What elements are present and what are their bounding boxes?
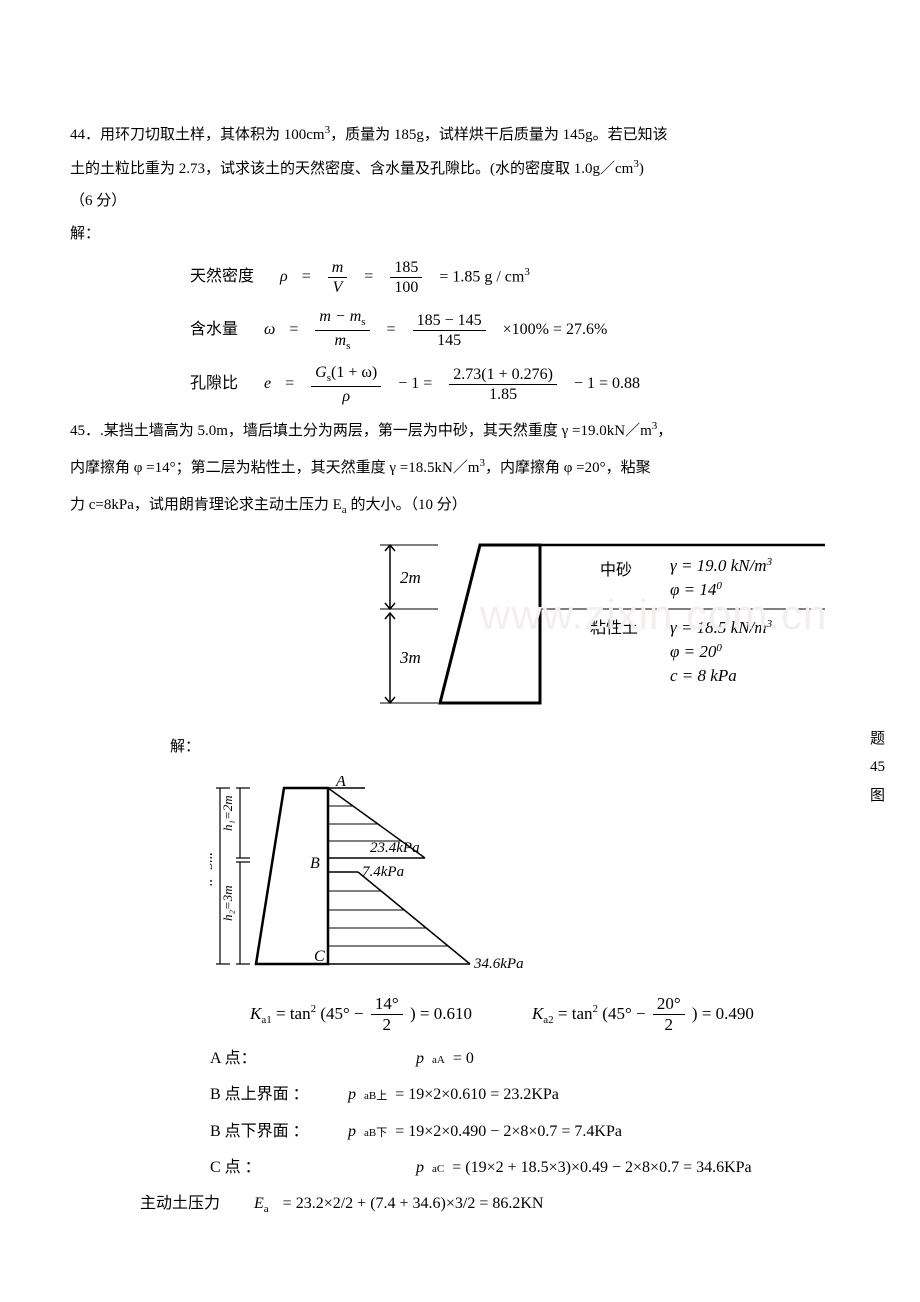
q45-pressure-diagram: h=5m h₁=2m h₂=3m A B C 23.4kPa	[210, 776, 850, 987]
q44-prompt-line1: 44．用环刀切取土样，其体积为 100cm3，质量为 185g，试样烘干后质量为…	[70, 120, 850, 150]
layer2-label: 粘性土	[590, 619, 638, 637]
q45-line3: 力 c=8kPa，试用朗肯理论求主动土压力 Ea 的大小。（10 分）	[70, 491, 850, 521]
q45-caption: 题 45 图	[870, 725, 885, 811]
q44-density-formula: 天然密度 ρ = mV = 185100 = 1.85 g / cm3	[190, 258, 850, 297]
void-label: 孔隙比	[190, 369, 238, 399]
density-var: ρ	[280, 262, 288, 292]
q44-void-formula: 孔隙比 e = Gs(1 + ω) ρ − 1 = 2.73(1 + 0.276…	[190, 363, 850, 406]
q45-solution-label: 解：	[170, 733, 850, 762]
pt-B: B	[310, 855, 320, 872]
pt-C: C	[314, 948, 325, 965]
val-B-dn: 7.4kPa	[362, 864, 404, 880]
pt-C-line: C 点 ： paC = (19×2 + 18.5×3)×0.49 − 2×8×0…	[210, 1153, 850, 1183]
q44-points: （6 分）	[70, 187, 850, 216]
layer2-gamma: γ = 18.5 kN/m3	[670, 618, 773, 637]
q44-water-formula: 含水量 ω = m − ms ms = 185 − 145145 ×100% =…	[190, 307, 850, 353]
q45-layer-diagram: www.zixin.com.cn 2m 3m 中砂 γ = 19.0 kN/m3…	[370, 535, 850, 726]
q45-line1: 45．.某挡土墙高为 5.0m，墙后填土分为两层，第一层为中砂，其天然重度 γ …	[70, 416, 850, 446]
water-var: ω	[264, 315, 275, 345]
dim-h2: h₂=3m	[220, 885, 235, 921]
water-label: 含水量	[190, 315, 238, 345]
pt-Bup-line: B 点上界面 ： paB上 = 19×2×0.610 = 23.2KPa	[210, 1080, 850, 1110]
pt-A: A	[335, 776, 346, 790]
dim-3m: 3m	[399, 648, 421, 667]
pt-Bdn-line: B 点下界面 ： paB下 = 19×2×0.490 − 2×8×0.7 = 7…	[210, 1117, 850, 1147]
density-label: 天然密度	[190, 262, 254, 292]
val-C: 34.6kPa	[473, 956, 524, 972]
q44-prompt-line2: 土的土粒比重为 2.73，试求该土的天然密度、含水量及孔隙比。(水的密度取 1.…	[70, 154, 850, 184]
dim-h-total: h=5m	[210, 852, 216, 886]
q45-line2: 内摩擦角 φ =14°；第二层为粘性土，其天然重度 γ =18.5kN／m3，内…	[70, 453, 850, 483]
val-B-up: 23.4kPa	[370, 840, 420, 856]
ea-line: 主动土压力 Ea = 23.2×2/2 + (7.4 + 34.6)×3/2 =…	[140, 1189, 850, 1220]
layer1-label: 中砂	[600, 561, 632, 579]
dim-h1: h₁=2m	[220, 795, 235, 831]
q44-text1: 44．用环刀切取土样，其体积为 100cm	[70, 127, 325, 143]
q44-text2: ，质量为 185g，试样烘干后质量为 145g。若已知该	[330, 127, 668, 143]
q44-solution-label: 解：	[70, 220, 850, 249]
pt-A-line: A 点： paA = 0	[210, 1044, 850, 1074]
layer2-c: c = 8 kPa	[670, 666, 737, 685]
layer1-phi: φ = 140	[670, 580, 722, 599]
ka-formulas: Ka1 = tan2 (45° − 14°2 ) = 0.610 Ka2 = t…	[250, 994, 850, 1036]
layer2-phi: φ = 200	[670, 642, 722, 661]
void-var: e	[264, 369, 271, 399]
layer1-gamma: γ = 19.0 kN/m3	[670, 556, 773, 575]
q44-text4: )	[639, 161, 644, 177]
q44-text3: 土的土粒比重为 2.73，试求该土的天然密度、含水量及孔隙比。(水的密度取 1.…	[70, 161, 633, 177]
dim-2m: 2m	[400, 568, 421, 587]
